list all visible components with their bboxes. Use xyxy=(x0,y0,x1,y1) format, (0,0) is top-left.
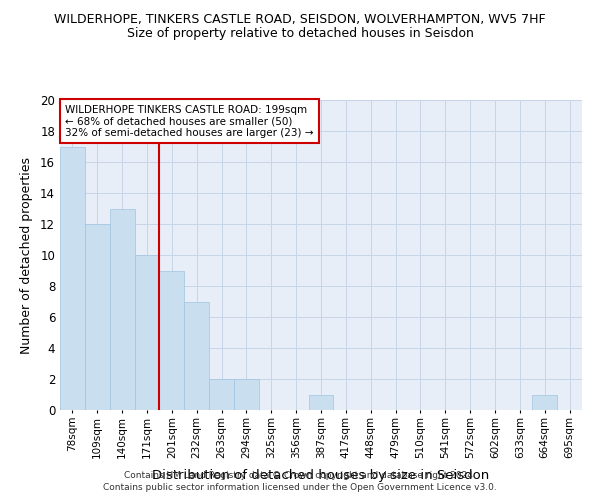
Text: Size of property relative to detached houses in Seisdon: Size of property relative to detached ho… xyxy=(127,28,473,40)
X-axis label: Distribution of detached houses by size in Seisdon: Distribution of detached houses by size … xyxy=(152,469,490,482)
Bar xyxy=(160,270,184,410)
Bar xyxy=(234,379,259,410)
Text: WILDERHOPE TINKERS CASTLE ROAD: 199sqm
← 68% of detached houses are smaller (50): WILDERHOPE TINKERS CASTLE ROAD: 199sqm ←… xyxy=(65,104,314,138)
Y-axis label: Number of detached properties: Number of detached properties xyxy=(20,156,33,354)
Bar xyxy=(209,379,234,410)
Bar xyxy=(110,208,134,410)
Bar xyxy=(308,394,334,410)
Bar xyxy=(184,302,209,410)
Bar xyxy=(60,146,85,410)
Text: Contains public sector information licensed under the Open Government Licence v3: Contains public sector information licen… xyxy=(103,484,497,492)
Text: WILDERHOPE, TINKERS CASTLE ROAD, SEISDON, WOLVERHAMPTON, WV5 7HF: WILDERHOPE, TINKERS CASTLE ROAD, SEISDON… xyxy=(54,12,546,26)
Text: Contains HM Land Registry data © Crown copyright and database right 2024.: Contains HM Land Registry data © Crown c… xyxy=(124,471,476,480)
Bar xyxy=(134,255,160,410)
Bar xyxy=(532,394,557,410)
Bar xyxy=(85,224,110,410)
